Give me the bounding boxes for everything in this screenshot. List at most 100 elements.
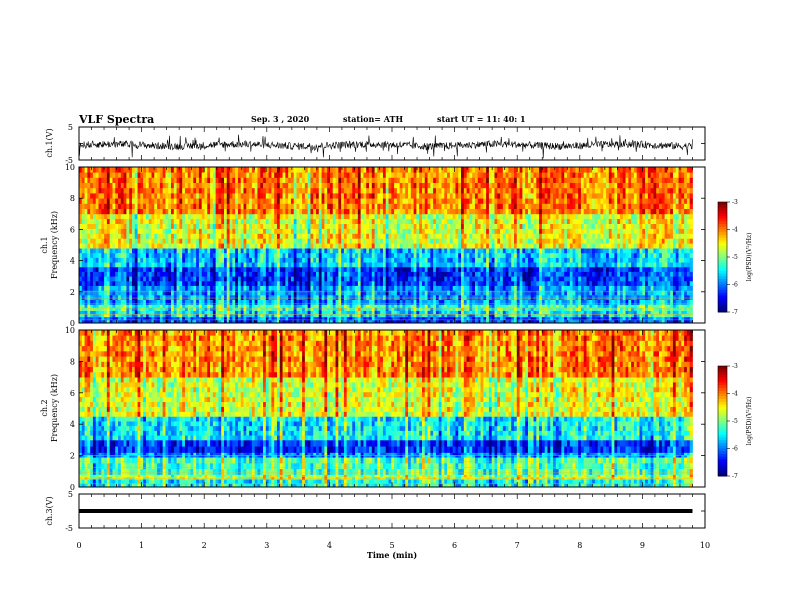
spectrogram-cell <box>159 248 164 254</box>
spectrogram-cell <box>363 262 367 268</box>
spectrogram-cell <box>394 218 398 224</box>
spectrogram-cell <box>455 208 459 215</box>
spectrogram-cell <box>104 252 108 258</box>
spectrogram-cell <box>201 243 205 249</box>
spectrogram-cell <box>369 223 373 229</box>
spectrogram-cell <box>391 252 395 258</box>
spectrogram-cell <box>458 203 462 209</box>
spectrogram-cell <box>168 271 172 277</box>
spectrogram-cell <box>327 218 331 224</box>
spectrogram-cell <box>143 233 147 239</box>
spectrogram-cell <box>90 304 94 308</box>
spectrogram-cell <box>371 257 375 263</box>
spectrogram-cell <box>486 262 490 268</box>
spectrogram-cell <box>123 319 127 324</box>
spectrogram-cell <box>321 271 325 277</box>
spectrogram-cell <box>318 252 322 258</box>
spectrogram-cell <box>168 177 172 183</box>
spectrogram-cell <box>371 276 375 282</box>
spectrogram-cell <box>129 304 133 308</box>
spectrogram-cell <box>137 276 141 282</box>
spectrogram-cell <box>394 198 398 204</box>
spectrogram-cell <box>469 177 473 183</box>
spectrogram-cell <box>413 193 417 199</box>
spectrogram-cell <box>274 193 278 199</box>
spectrogram-cell <box>98 285 102 291</box>
spectrogram-cell <box>391 271 395 277</box>
spectrogram-cell <box>410 285 415 291</box>
spectrogram-cell <box>126 213 130 220</box>
spectrogram-cell <box>98 203 102 209</box>
spectrogram-cell <box>151 243 155 249</box>
spectrogram-cell <box>447 280 451 286</box>
spectrogram-cell <box>95 208 99 215</box>
spectrogram-cell <box>321 167 325 173</box>
spectrogram-cell <box>212 280 217 286</box>
spectrogram-cell <box>123 316 127 321</box>
spectrogram-cell <box>118 248 122 254</box>
spectrogram-cell <box>98 262 102 268</box>
spectrogram-cell <box>402 193 406 199</box>
spectrogram-cell <box>249 172 253 178</box>
spectrogram-cell <box>98 252 102 258</box>
spectrogram-cell <box>118 228 122 234</box>
spectrogram-cell <box>129 238 133 244</box>
spectrogram-cell <box>463 208 468 215</box>
spectrogram-cell <box>140 238 144 244</box>
spectrogram-cell <box>218 280 222 286</box>
spectrogram-cell <box>363 285 367 291</box>
spectrogram-cell <box>293 313 297 318</box>
spectrogram-cell <box>254 193 258 199</box>
spectrogram-cell <box>385 213 389 220</box>
spectrogram-cell <box>474 182 479 189</box>
spectrogram-cell <box>341 252 345 258</box>
spectrogram-cell <box>369 319 373 324</box>
spectrogram-cell <box>98 257 102 263</box>
spectrogram-cell <box>293 193 297 199</box>
spectrogram-cell <box>385 193 389 199</box>
spectrogram-cell <box>363 238 367 244</box>
spectrogram-cell <box>461 316 465 321</box>
spectrogram-cell <box>123 313 127 318</box>
spectrogram-cell <box>299 304 303 308</box>
spectrogram-cell <box>201 319 205 324</box>
spectrogram-cell <box>329 310 334 315</box>
spectrogram-cell <box>421 276 426 282</box>
spectrogram-cell <box>430 248 434 254</box>
spectrogram-cell <box>173 257 177 263</box>
spectrogram-cell <box>226 319 230 324</box>
spectrogram-cell <box>145 316 150 321</box>
spectrogram-cell <box>455 299 459 305</box>
spectrogram-cell <box>193 223 197 229</box>
spectrogram-cell <box>162 238 166 244</box>
spectrogram-cell <box>137 208 141 215</box>
spectrogram-cell <box>137 271 141 277</box>
spectrogram-cell <box>396 304 401 308</box>
spectrogram-cell <box>335 167 339 173</box>
spectrogram-cell <box>235 208 239 215</box>
spectrogram-cell <box>184 262 189 268</box>
spectrogram-cell <box>131 266 136 272</box>
spectrogram-cell <box>118 187 122 194</box>
spectrogram-cell <box>449 203 454 209</box>
spectrogram-cell <box>290 310 295 315</box>
spectrogram-cell <box>196 223 200 229</box>
spectrogram-cell <box>380 266 384 272</box>
spectrogram-cell <box>474 266 479 272</box>
spectrogram-cell <box>307 294 311 300</box>
spectrogram-cell <box>212 276 217 282</box>
spectrogram-cell <box>369 271 373 277</box>
spectrogram-cell <box>318 172 322 178</box>
spectrogram-cell <box>296 276 300 282</box>
spectrogram-cell <box>173 198 177 204</box>
spectrogram-cell <box>157 257 161 263</box>
spectrogram-cell <box>95 198 99 204</box>
spectrogram-cell <box>385 280 389 286</box>
spectrogram-cell <box>352 182 356 189</box>
spectrogram-cell <box>151 238 155 244</box>
spectrogram-cell <box>352 257 356 263</box>
spectrogram-cell <box>318 193 322 199</box>
spectrogram-cell <box>279 233 283 239</box>
spectrogram-cell <box>318 294 322 300</box>
spectrogram-cell <box>98 304 102 308</box>
